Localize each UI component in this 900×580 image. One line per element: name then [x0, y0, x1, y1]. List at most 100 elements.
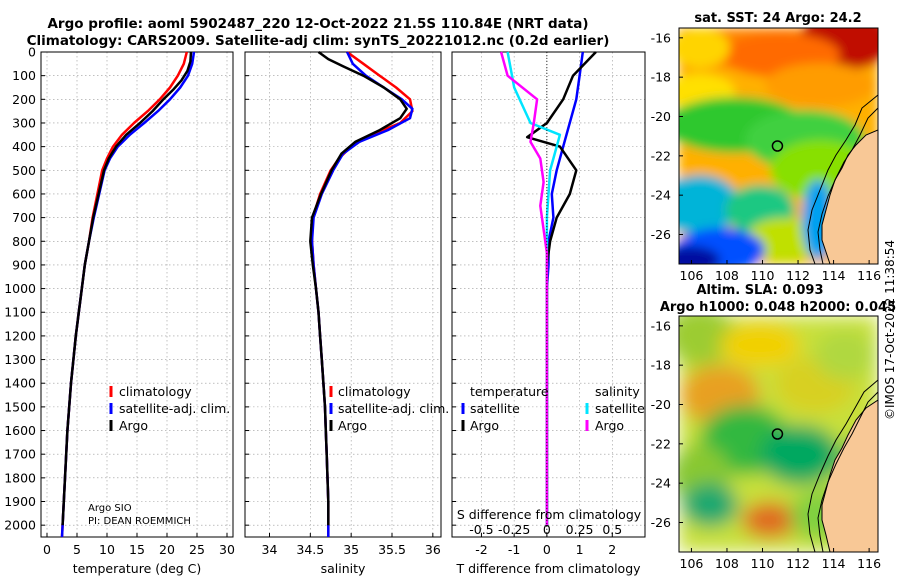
map-y-tick-label: -24 [651, 188, 671, 203]
map-y-tick-label: -22 [651, 148, 671, 163]
y-tick-label: 1500 [4, 399, 36, 414]
top-tick-label: -0.5 [469, 522, 493, 537]
y-tick-label: 100 [12, 68, 36, 83]
y-tick-label: 1600 [4, 423, 36, 438]
x-tick-label: 25 [189, 542, 205, 557]
x-tick-label: -2 [475, 542, 487, 557]
x-tick-label: 20 [159, 542, 175, 557]
series-line-argo [61, 51, 193, 526]
top-tick-label: 0.5 [602, 522, 622, 537]
map-x-tick-label: 106 [680, 268, 704, 283]
y-tick-label: 1400 [4, 376, 36, 391]
x-tick-label: 34 [262, 542, 278, 557]
sst-map-panel: sat. SST: 24 Argo: 24.2 [651, 11, 882, 283]
y-tick-label: 200 [12, 92, 36, 107]
legend-climatology-label: climatology [119, 384, 192, 399]
sla-map-ticks: 106 108 110 112 114 116 -16 -18 -20 -22 -24 -26 [651, 318, 882, 571]
x-tick-label: 30 [219, 542, 235, 557]
series-line-t-argo [525, 51, 597, 526]
sst-isobath-1 [807, 94, 878, 264]
sla-argo-location-marker [771, 428, 784, 440]
sal-legend-satellite-adj-label: satellite-adj. clim. [338, 401, 449, 416]
x-tick-label: 34.5 [296, 542, 324, 557]
top-tick-label: 0 [543, 522, 551, 537]
y-tick-label: 1200 [4, 328, 36, 343]
difference-top-axis-label: S difference from climatology [457, 507, 642, 522]
sla-map-panel: Altim. SLA: 0.093 Argo h1000: 0.048 h200… [651, 283, 897, 571]
map-y-tick-label: -16 [651, 318, 671, 333]
legend-argo-label: Argo [119, 418, 148, 433]
temperature-legend: climatology satellite-adj. clim. Argo [109, 384, 230, 433]
map-y-tick-label: -26 [651, 515, 671, 530]
y-tick-label: 500 [12, 163, 36, 178]
sst-land [821, 129, 878, 264]
legend-satellite-adj-label: satellite-adj. clim. [119, 401, 230, 416]
top-tick-label: -0.25 [498, 522, 530, 537]
series-line-s-satellite [506, 51, 562, 526]
map-x-tick-label: 110 [751, 556, 775, 571]
diff-legend-salinity-title: salinity [595, 384, 640, 399]
y-tick-label: 1000 [4, 281, 36, 296]
x-tick-label: 2 [608, 542, 616, 557]
x-tick-label: -1 [508, 542, 520, 557]
diff-legend-t-argo-label: Argo [470, 418, 499, 433]
map-y-tick-label: -24 [651, 476, 671, 491]
sla-map-frame [678, 315, 879, 553]
sla-map-title-line-1: Altim. SLA: 0.093 [697, 283, 824, 298]
map-y-tick-label: -18 [651, 70, 671, 85]
title-line-2: Climatology: CARS2009. Satellite-adj cli… [27, 33, 610, 49]
map-y-tick-label: -16 [651, 30, 671, 45]
map-y-tick-label: -26 [651, 227, 671, 242]
sst-map-ticks: 106 108 110 112 114 116 -16 -18 -20 -22 -24 -26 [651, 30, 882, 283]
plot-frame [244, 51, 442, 538]
sst-map-frame [678, 27, 879, 265]
title-line-1: Argo profile: aoml 5902487_220 12-Oct-20… [47, 16, 588, 32]
map-x-tick-label: 106 [680, 556, 704, 571]
map-y-tick-label: -20 [651, 109, 671, 124]
x-tick-label: 35.5 [378, 542, 406, 557]
x-tick-label: 36 [425, 542, 441, 557]
salinity-legend: climatology satellite-adj. clim. Argo [329, 384, 449, 433]
y-tick-label: 1100 [4, 305, 36, 320]
sla-isobath-1 [807, 379, 878, 552]
temperature-panel: 0 5 10 15 20 25 300100200300400500600700800900… [4, 45, 235, 577]
sst-isobath-2 [817, 107, 878, 264]
sst-argo-location-marker [771, 140, 784, 152]
y-tick-label: 1700 [4, 447, 36, 462]
top-tick-label: 0.25 [566, 522, 594, 537]
x-tick-label: 15 [129, 542, 145, 557]
y-tick-label: 600 [12, 186, 36, 201]
series-line-s-argo [499, 51, 549, 526]
y-tick-label: 1800 [4, 470, 36, 485]
map-y-tick-label: -18 [651, 358, 671, 373]
x-axis-label: T difference from climatology [455, 561, 641, 576]
map-y-tick-label: -20 [651, 397, 671, 412]
difference-salinity-legend: salinity satellite Argo [585, 384, 645, 433]
annotation-pi: PI: DEAN ROEMMICH [88, 516, 191, 527]
x-axis-label: temperature (deg C) [73, 561, 202, 576]
series-line-argo [309, 50, 408, 526]
temperature-annotation: Argo SIO PI: DEAN ROEMMICH [88, 503, 191, 527]
x-tick-label: 1 [576, 542, 584, 557]
map-y-tick-label: -22 [651, 436, 671, 451]
x-axis-label: salinity [321, 561, 366, 576]
map-x-tick-label: 110 [751, 268, 775, 283]
diff-legend-s-satellite-label: satellite [595, 401, 645, 416]
imos-timestamp: ©IMOS 17-Oct-2022 11:38:54 [883, 240, 897, 420]
salinity-panel: 34 34.5 35 35.5 36 salinity [244, 50, 442, 576]
y-tick-label: 900 [12, 257, 36, 272]
x-tick-label: 5 [73, 542, 81, 557]
map-x-tick-label: 112 [786, 556, 810, 571]
x-tick-label: 35 [343, 542, 359, 557]
map-x-tick-label: 116 [857, 556, 881, 571]
y-tick-label: 300 [12, 115, 36, 130]
map-x-tick-label: 114 [822, 268, 846, 283]
map-x-tick-label: 108 [715, 556, 739, 571]
sal-legend-argo-label: Argo [338, 418, 367, 433]
y-tick-label: 1900 [4, 494, 36, 509]
x-tick-label: 10 [99, 542, 115, 557]
y-tick-label: 800 [12, 234, 36, 249]
diff-legend-temperature-title: temperature [470, 384, 549, 399]
x-tick-label: 0 [543, 542, 551, 557]
